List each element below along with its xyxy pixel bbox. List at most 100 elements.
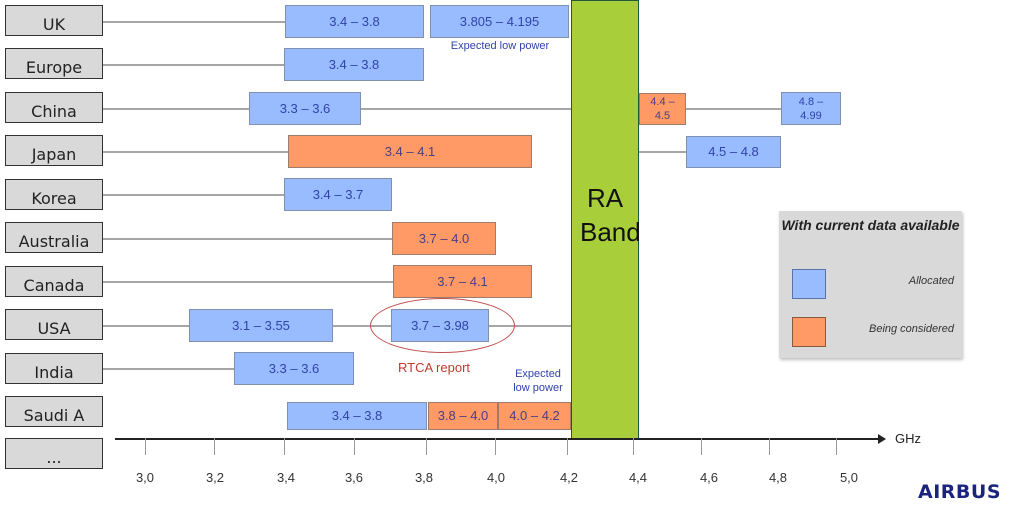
- tick-label: 3,6: [344, 470, 364, 485]
- legend-label-considered: Being considered: [868, 323, 954, 335]
- row-line-china: [103, 108, 249, 110]
- band-korea-1: 3.4 – 3.7: [284, 178, 392, 211]
- country-name: Europe: [25, 58, 83, 77]
- rtca-label: RTCA report: [398, 360, 471, 375]
- tick-label: 4,4: [628, 470, 648, 485]
- country-name: Saudi A: [23, 406, 85, 425]
- tick-4.8: [769, 438, 770, 455]
- tick-3.2: [214, 438, 215, 455]
- band-label: 3.4 – 3.8: [328, 56, 380, 72]
- legend-label-allocated: Allocated: [908, 275, 954, 287]
- row-line-korea: [103, 194, 285, 196]
- tick-label: 3,8: [414, 470, 434, 485]
- tick-label: 4,0: [486, 470, 506, 485]
- row-line-japan-2: [639, 151, 686, 153]
- country-name: Korea: [31, 189, 77, 208]
- country-label-korea: Korea: [5, 179, 103, 210]
- band-label: 3.4 – 3.8: [331, 408, 383, 423]
- tick-label: 3,4: [276, 470, 296, 485]
- tick-3.0: [145, 438, 146, 455]
- country-name: China: [31, 102, 77, 121]
- row-line-india: [103, 368, 234, 370]
- row-line-uk: [103, 21, 285, 23]
- country-label-japan: Japan: [5, 135, 103, 166]
- band-saudi-1: 3.4 – 3.8: [287, 402, 427, 430]
- band-label: 3.8 – 4.0: [437, 408, 489, 423]
- rtca-highlight-ellipse: [370, 298, 515, 353]
- band-saudi-2: 3.8 – 4.0: [428, 402, 498, 430]
- band-label: 3.3 – 3.6: [268, 360, 320, 376]
- band-usa-1: 3.1 – 3.55: [189, 309, 333, 342]
- row-line-usa: [103, 325, 189, 327]
- row-line-japan: [103, 151, 289, 153]
- tick-label: 5,0: [839, 470, 859, 485]
- country-label-saudi: Saudi A: [5, 396, 103, 427]
- band-label: 3.7 – 4.0: [418, 230, 470, 246]
- band-label: 4.5 – 4.8: [708, 144, 759, 159]
- tick-label: 4,8: [768, 470, 788, 485]
- tick-label: 4,6: [699, 470, 719, 485]
- x-axis: [115, 438, 880, 440]
- tick-label: 3,2: [205, 470, 225, 485]
- country-name: ...: [46, 448, 62, 467]
- legend-title: With current data available: [781, 217, 960, 233]
- band-label: 3.4 – 3.7: [312, 186, 364, 202]
- row-line-china-2: [361, 108, 571, 110]
- tick-4.0: [495, 438, 496, 455]
- tick-4.6: [701, 438, 702, 455]
- band-china-1: 3.3 – 3.6: [249, 92, 361, 125]
- tick-5.0: [836, 438, 837, 455]
- row-line-usa-2: [333, 325, 391, 327]
- band-label: 3.805 – 4.195: [459, 13, 540, 29]
- tick-label: 3,0: [135, 470, 155, 485]
- row-line-australia: [103, 238, 392, 240]
- tick-3.8: [426, 438, 427, 455]
- band-label: 4.8 – 4.99: [798, 95, 824, 122]
- country-label-more: ...: [5, 438, 103, 469]
- country-label-canada: Canada: [5, 266, 103, 297]
- airbus-logo: AIRBUS: [918, 481, 1001, 503]
- country-label-usa: USA: [5, 309, 103, 340]
- country-name: Canada: [23, 276, 85, 295]
- band-uk-2: 3.805 – 4.195: [430, 5, 569, 38]
- band-japan-2: 4.5 – 4.8: [686, 136, 781, 168]
- ra-band-label: RA Band: [580, 182, 641, 247]
- row-line-china-3: [686, 108, 782, 110]
- country-label-china: China: [5, 92, 103, 123]
- band-india-1: 3.3 – 3.6: [234, 352, 354, 385]
- band-japan-1: 3.4 – 4.1: [288, 135, 532, 168]
- tick-label: 4,2: [559, 470, 579, 485]
- country-name: USA: [37, 319, 71, 338]
- country-name: Australia: [18, 232, 90, 251]
- band-canada-1: 3.7 – 4.1: [393, 265, 532, 298]
- uk-note: Expected low power: [450, 40, 550, 52]
- legend: With current data available Allocated Be…: [779, 211, 962, 358]
- row-line-canada: [103, 281, 393, 283]
- saudi-note: Expected low power: [513, 368, 563, 394]
- legend-swatch-considered: [792, 317, 826, 347]
- country-name: UK: [42, 15, 66, 34]
- band-china-2: 4.4 – 4.5: [639, 93, 686, 125]
- band-label: 3.3 – 3.6: [279, 100, 331, 116]
- band-uk-1: 3.4 – 3.8: [285, 5, 424, 38]
- tick-3.4: [284, 438, 285, 455]
- country-label-uk: UK: [5, 5, 103, 36]
- band-label: 3.1 – 3.55: [232, 317, 290, 333]
- band-label: 3.4 – 3.8: [329, 13, 380, 29]
- row-line-europe: [103, 64, 285, 66]
- tick-4.2: [567, 438, 568, 455]
- row-line-usa-3: [489, 325, 571, 327]
- country-name: India: [34, 363, 74, 382]
- band-saudi-3: 4.0 – 4.2: [498, 402, 571, 430]
- band-label: 3.4 – 4.1: [384, 143, 436, 159]
- band-china-3: 4.8 – 4.99: [781, 92, 841, 125]
- axis-unit-label: GHz: [895, 431, 921, 446]
- ra-band: RA Band: [571, 0, 641, 439]
- axis-arrow-icon: [878, 434, 886, 444]
- country-name: Japan: [31, 145, 77, 164]
- band-label: 4.0 – 4.2: [509, 408, 560, 423]
- country-label-europe: Europe: [5, 48, 103, 79]
- legend-swatch-allocated: [792, 269, 826, 299]
- band-label: 3.7 – 4.1: [437, 273, 488, 289]
- country-label-india: India: [5, 353, 103, 384]
